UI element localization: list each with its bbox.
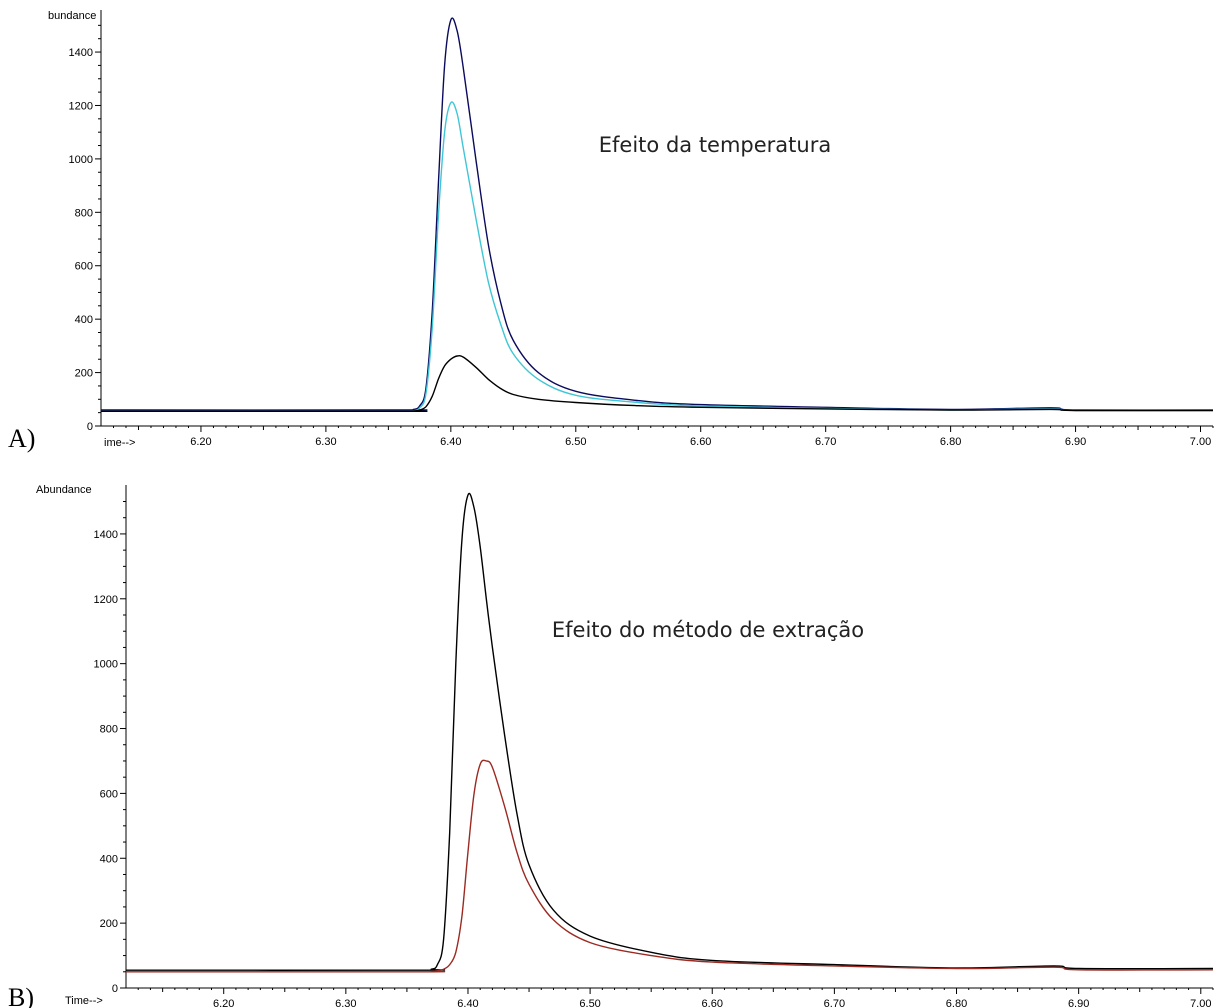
x-tick-label: 6.50 [565, 436, 586, 448]
y-tick-label: 200 [100, 918, 118, 930]
y-axis-title: Abundance [36, 484, 92, 496]
y-tick-label: 200 [75, 368, 93, 380]
y-tick-label: 0 [87, 421, 93, 433]
x-tick-label: 7.00 [1190, 998, 1211, 1008]
y-tick-label: 600 [75, 261, 93, 273]
y-tick-label: 800 [100, 724, 118, 736]
y-tick-label: 1200 [94, 594, 118, 606]
x-tick-label: 6.80 [940, 436, 961, 448]
series-line-1 [125, 492, 1214, 971]
x-tick-label: 6.90 [1068, 998, 1089, 1008]
x-tick-label: 6.30 [335, 998, 356, 1008]
chart-annotation: Efeito do método de extração [552, 618, 864, 642]
chart-annotation: Efeito da temperatura [599, 133, 831, 157]
x-axis-title: Time--> [65, 995, 103, 1007]
x-tick-label: 6.50 [579, 998, 600, 1008]
y-tick-label: 400 [100, 853, 118, 865]
chart-panel-a: 6.20 6.30 6.40 6.50 6.60 6.70 6.80 6.90 7.00 0 200… [8, 10, 1214, 453]
y-tick-label: 0 [112, 983, 118, 995]
y-tick-label: 1000 [69, 154, 93, 166]
x-tick-label: 6.40 [440, 436, 461, 448]
x-tick-label: 6.80 [946, 998, 967, 1008]
series-line-2 [126, 759, 1214, 973]
x-tick-label: 7.00 [1190, 436, 1211, 448]
series-line-3 [100, 355, 1214, 413]
panel-label: B) [8, 983, 34, 1008]
x-tick-label: 6.20 [213, 998, 234, 1008]
y-tick-label: 1400 [69, 47, 93, 59]
x-tick-label: 6.60 [702, 998, 723, 1008]
x-tick-label: 6.70 [815, 436, 836, 448]
y-tick-label: 1400 [94, 529, 118, 541]
chart-panel-b: 6.20 6.30 6.40 6.50 6.60 6.70 6.80 6.90 7.00 0 200… [8, 484, 1214, 1008]
x-tick-label: 6.20 [190, 436, 211, 448]
x-tick-label: 6.90 [1065, 436, 1086, 448]
x-tick-label: 6.30 [315, 436, 336, 448]
x-tick-label: 6.40 [457, 998, 478, 1008]
y-tick-label: 1200 [69, 100, 93, 112]
series-line-1 [100, 17, 1214, 411]
y-tick-label: 1000 [94, 659, 118, 671]
panel-label: A) [8, 424, 35, 453]
y-axis-title: bundance [48, 10, 96, 22]
y-tick-label: 600 [100, 788, 118, 800]
x-tick-label: 6.60 [690, 436, 711, 448]
y-tick-label: 800 [75, 207, 93, 219]
y-tick-label: 400 [75, 314, 93, 326]
x-tick-label: 6.70 [824, 998, 845, 1008]
x-axis-title: ime--> [104, 437, 135, 449]
